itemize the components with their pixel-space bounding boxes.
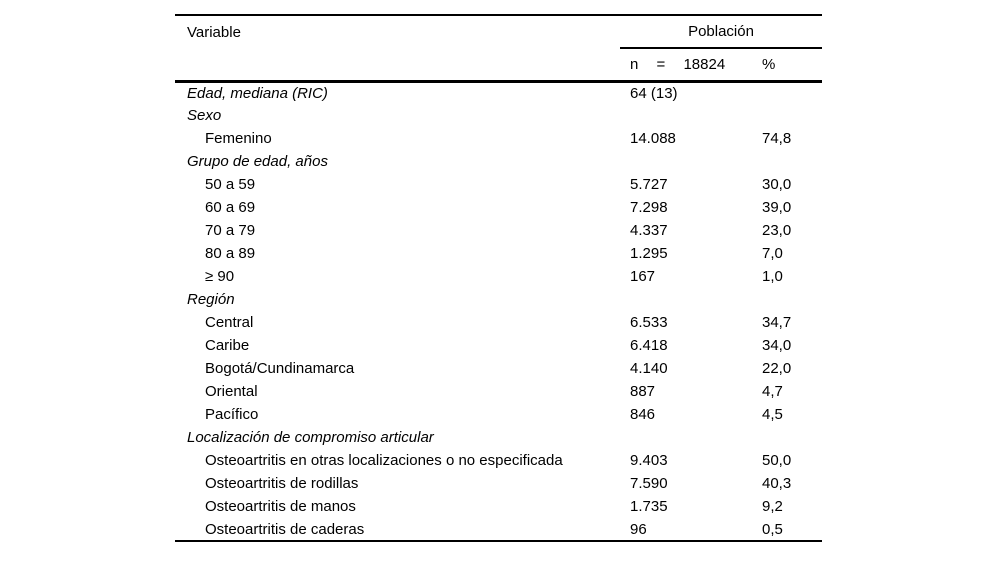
header-row: Variable Población <box>175 14 823 49</box>
table-body: Edad, mediana (RIC) 64 (13) Sexo Femenino 14… <box>175 81 822 541</box>
variable-cell: 60 a 69 <box>205 199 256 216</box>
percent-value-cell <box>752 81 822 104</box>
table-row: Osteoartritis de manos 1.735 9,2 <box>175 495 822 518</box>
percent-value-cell: 23,0 <box>762 222 792 239</box>
n-value-cell: 6.418 <box>630 337 668 354</box>
table-row: Sexo <box>175 104 822 127</box>
n-value-cell: 64 (13) <box>630 84 678 102</box>
variable-cell: Región <box>187 291 235 308</box>
n-label: n <box>630 55 639 73</box>
variable-cell: Osteoartritis de manos <box>205 498 356 515</box>
variable-cell: Oriental <box>205 383 258 400</box>
variable-cell: Caribe <box>205 337 250 354</box>
empty-header-cell <box>175 48 620 83</box>
n-column-header: n = 18824 <box>620 48 752 83</box>
table-row: ≥ 90 167 1,0 <box>175 265 822 288</box>
n-value-cell: 1.735 <box>630 498 668 515</box>
table-row: Pacífico 846 4,5 <box>175 403 822 426</box>
variable-column-header: Variable <box>175 14 620 48</box>
n-value-cell: 846 <box>630 406 656 423</box>
variable-cell: Localización de compromiso articular <box>187 429 434 446</box>
n-value-cell: 96 <box>630 520 647 538</box>
n-value-cell: 7.298 <box>630 199 668 216</box>
variable-cell: Edad, mediana (RIC) <box>187 84 328 102</box>
n-value-cell: 7.590 <box>630 475 668 492</box>
n-value-cell <box>620 426 752 449</box>
percent-value-cell: 4,7 <box>762 383 783 400</box>
variable-cell: Grupo de edad, años <box>187 153 328 170</box>
variable-cell: 80 a 89 <box>205 245 256 262</box>
n-value-cell: 4.337 <box>630 222 668 239</box>
table-row: Osteoartritis en otras localizaciones o … <box>175 449 822 472</box>
population-table: Variable Población n = 18824 % Edad, med… <box>175 14 823 542</box>
table-row: Localización de compromiso articular <box>175 426 822 449</box>
table-row: Osteoartritis de rodillas 7.590 40,3 <box>175 472 822 495</box>
percent-value-cell: 0,5 <box>762 520 783 538</box>
variable-cell: Osteoartritis de caderas <box>205 520 365 538</box>
table-row: Región <box>175 288 822 311</box>
n-value-cell <box>620 104 752 127</box>
table-row: Femenino 14.088 74,8 <box>175 127 822 150</box>
n-value-cell <box>620 288 752 311</box>
table-row: Osteoartritis de caderas 96 0,5 <box>175 518 822 541</box>
table-row: Grupo de edad, años <box>175 150 822 173</box>
variable-cell: Femenino <box>205 130 272 147</box>
variable-cell: ≥ 90 <box>205 268 235 285</box>
variable-cell: Bogotá/Cundinamarca <box>205 360 355 377</box>
variable-cell: Osteoartritis de rodillas <box>205 475 359 492</box>
percent-value-cell: 39,0 <box>762 199 792 216</box>
percent-value-cell: 4,5 <box>762 406 783 423</box>
n-value-cell: 5.727 <box>630 176 668 193</box>
n-value-cell: 1.295 <box>630 245 668 262</box>
variable-cell: Pacífico <box>205 406 259 423</box>
poblacion-group-header: Población <box>620 14 823 49</box>
table-row: Edad, mediana (RIC) 64 (13) <box>175 81 822 104</box>
n-value-cell: 14.088 <box>630 130 676 147</box>
n-value-cell: 6.533 <box>630 314 668 331</box>
percent-value-cell: 50,0 <box>762 452 792 469</box>
n-value-cell: 4.140 <box>630 360 668 377</box>
percent-value-cell <box>752 150 822 173</box>
table-row: Central 6.533 34,7 <box>175 311 822 334</box>
equals-sign: = <box>656 55 666 73</box>
n-value-cell: 9.403 <box>630 452 668 469</box>
table-row: 70 a 79 4.337 23,0 <box>175 219 822 242</box>
percent-value-cell: 40,3 <box>762 475 792 492</box>
n-value-cell: 887 <box>630 383 656 400</box>
percent-value-cell <box>752 426 822 449</box>
table-row: Oriental 887 4,7 <box>175 380 822 403</box>
percent-value-cell <box>752 288 822 311</box>
percent-value-cell: 1,0 <box>762 268 783 285</box>
percent-column-header: % <box>752 48 823 83</box>
percent-value-cell: 34,7 <box>762 314 792 331</box>
percent-value-cell: 34,0 <box>762 337 792 354</box>
variable-cell: Central <box>205 314 254 331</box>
table-row: 50 a 59 5.727 30,0 <box>175 173 822 196</box>
total-count: 18824 <box>683 55 726 73</box>
variable-cell: 70 a 79 <box>205 222 256 239</box>
percent-value-cell <box>752 104 822 127</box>
percent-value-cell: 30,0 <box>762 176 792 193</box>
table-row: 80 a 89 1.295 7,0 <box>175 242 822 265</box>
table-header: Variable Población n = 18824 % <box>175 14 823 83</box>
percent-value-cell: 9,2 <box>762 498 783 515</box>
table-row: Caribe 6.418 34,0 <box>175 334 822 357</box>
subheader-row: n = 18824 % <box>175 48 823 83</box>
variable-cell: Osteoartritis en otras localizaciones o … <box>205 452 563 469</box>
percent-value-cell: 22,0 <box>762 360 792 377</box>
table-row: 60 a 69 7.298 39,0 <box>175 196 822 219</box>
variable-cell: Sexo <box>187 107 222 124</box>
variable-cell: 50 a 59 <box>205 176 256 193</box>
table-row: Bogotá/Cundinamarca 4.140 22,0 <box>175 357 822 380</box>
n-value-cell <box>620 150 752 173</box>
percent-value-cell: 7,0 <box>762 245 783 262</box>
n-value-cell: 167 <box>630 268 656 285</box>
percent-value-cell: 74,8 <box>762 130 792 147</box>
